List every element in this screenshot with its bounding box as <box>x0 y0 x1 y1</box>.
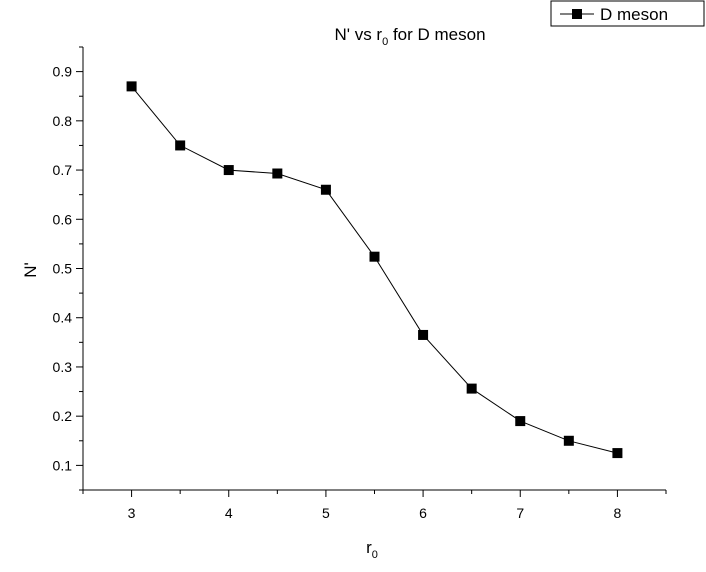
data-point <box>272 168 283 179</box>
data-point <box>369 251 380 262</box>
data-point <box>418 329 429 340</box>
series-line <box>131 86 618 454</box>
plot-area: 3 4 5 6 7 8 0.1 0.2 0.3 0.4 0.5 0.6 0.7 0.8 0.9 <box>53 46 667 521</box>
y-tick-label: 0.2 <box>53 408 73 424</box>
y-tick-label: 0.7 <box>53 162 73 178</box>
legend-label: D meson <box>600 5 668 24</box>
data-point <box>223 165 234 176</box>
y-tick-label: 0.5 <box>53 261 73 277</box>
data-point <box>126 81 137 92</box>
data-point <box>515 416 526 427</box>
y-tick-label: 0.9 <box>53 64 73 80</box>
data-point <box>466 383 477 394</box>
legend: D meson <box>550 0 705 27</box>
x-tick-label: 8 <box>614 505 622 521</box>
data-point <box>320 184 331 195</box>
y-tick-label: 0.1 <box>53 457 73 473</box>
y-tick-label: 0.6 <box>53 211 73 227</box>
x-tick-label: 6 <box>419 505 427 521</box>
x-tick-label: 3 <box>128 505 136 521</box>
chart-title: N' vs r0 for D meson <box>334 25 485 48</box>
data-point <box>612 448 623 459</box>
y-tick-label: 0.3 <box>53 359 73 375</box>
y-tick-label: 0.8 <box>53 113 73 129</box>
y-tick-label: 0.4 <box>53 310 73 326</box>
x-axis-title: r0 <box>366 538 378 561</box>
data-point <box>563 435 574 446</box>
x-tick-label: 7 <box>516 505 524 521</box>
x-tick-label: 5 <box>322 505 330 521</box>
data-point <box>175 140 186 151</box>
y-axis-title: N' <box>21 262 40 278</box>
legend-marker <box>572 9 582 19</box>
x-tick-label: 4 <box>225 505 233 521</box>
